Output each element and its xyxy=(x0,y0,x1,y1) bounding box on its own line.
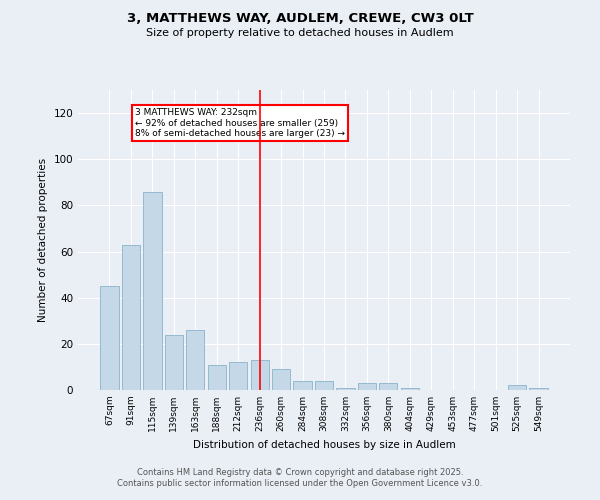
Text: 3 MATTHEWS WAY: 232sqm
← 92% of detached houses are smaller (259)
8% of semi-det: 3 MATTHEWS WAY: 232sqm ← 92% of detached… xyxy=(135,108,345,138)
Bar xyxy=(529,388,548,390)
Text: Size of property relative to detached houses in Audlem: Size of property relative to detached ho… xyxy=(146,28,454,38)
Bar xyxy=(508,386,526,390)
Text: Contains HM Land Registry data © Crown copyright and database right 2025.
Contai: Contains HM Land Registry data © Crown c… xyxy=(118,468,482,487)
Bar xyxy=(358,383,376,390)
Text: 3, MATTHEWS WAY, AUDLEM, CREWE, CW3 0LT: 3, MATTHEWS WAY, AUDLEM, CREWE, CW3 0LT xyxy=(127,12,473,26)
X-axis label: Distribution of detached houses by size in Audlem: Distribution of detached houses by size … xyxy=(193,440,455,450)
Bar xyxy=(401,388,419,390)
Bar xyxy=(337,388,355,390)
Bar xyxy=(293,381,311,390)
Bar xyxy=(229,362,247,390)
Bar xyxy=(100,286,119,390)
Bar xyxy=(165,334,183,390)
Bar xyxy=(122,244,140,390)
Bar xyxy=(186,330,205,390)
Bar xyxy=(272,369,290,390)
Bar xyxy=(251,360,269,390)
Bar xyxy=(143,192,161,390)
Y-axis label: Number of detached properties: Number of detached properties xyxy=(38,158,48,322)
Bar xyxy=(208,364,226,390)
Bar xyxy=(315,381,333,390)
Bar xyxy=(379,383,397,390)
